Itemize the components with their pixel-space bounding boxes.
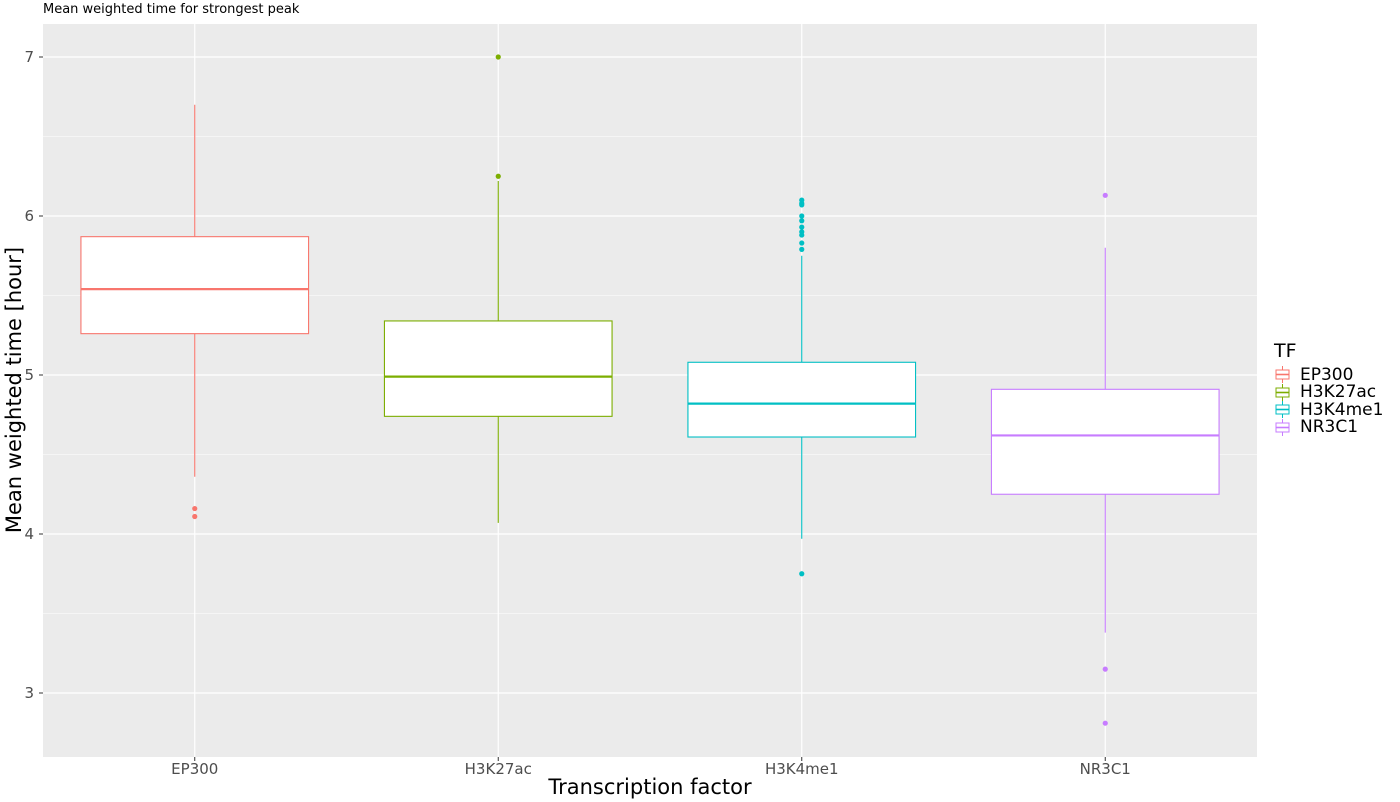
legend-key (1274, 418, 1291, 436)
box-iqr (990, 388, 1220, 495)
legend-items: EP300 H3K27ac H3K4me1 NR3C1 (1274, 364, 1384, 438)
y-tick-label: 3 (24, 684, 34, 702)
box-H3K4me1 (687, 197, 917, 577)
legend-item-NR3C1: NR3C1 (1274, 417, 1383, 438)
y-tick-label: 7 (24, 48, 34, 66)
outlier-point (799, 213, 805, 219)
legend: TF EP300 H3K27ac H3K4me1 NR3C1 (1274, 340, 1384, 438)
legend-label: EP300 (1300, 364, 1354, 385)
outlier-point (495, 173, 501, 179)
legend-item-H3K4me1: H3K4me1 (1274, 399, 1384, 420)
legend-item-H3K27ac: H3K27ac (1274, 382, 1383, 403)
x-tick-label: H3K27ac (465, 760, 532, 778)
x-axis: EP300 H3K27ac H3K4me1 NR3C1 (171, 757, 1131, 778)
legend-label: H3K4me1 (1300, 399, 1384, 420)
legend-label: H3K27ac (1300, 382, 1377, 403)
box-NR3C1 (990, 192, 1220, 726)
box-iqr (383, 320, 613, 417)
outlier-point (192, 505, 198, 512)
x-tick-label: H3K4me1 (765, 760, 839, 778)
outlier-point (799, 224, 805, 230)
outlier-point (1102, 666, 1108, 672)
outlier-point (799, 240, 805, 246)
box-iqr (80, 236, 310, 335)
outlier-point (799, 218, 805, 224)
outlier-point (799, 202, 805, 208)
outlier-point (1102, 720, 1108, 726)
outlier-point (799, 571, 805, 577)
outlier-point (1102, 192, 1108, 198)
legend-key (1274, 401, 1291, 419)
x-axis-label: Transcription factor (548, 775, 752, 799)
legend-key (1274, 383, 1291, 401)
y-tick-label: 5 (24, 366, 34, 384)
outlier-point (799, 246, 805, 252)
outlier-point (799, 232, 805, 238)
chart-title: Mean weighted time for strongest peak (43, 2, 300, 17)
box-H3K27ac (383, 54, 613, 523)
boxes (80, 54, 1220, 726)
box-iqr (687, 361, 917, 438)
legend-title: TF (1274, 340, 1297, 362)
y-axis: 3 4 5 6 7 (24, 48, 43, 702)
box-EP300 (80, 104, 310, 520)
outlier-point (495, 54, 501, 60)
y-tick-label: 6 (24, 207, 34, 225)
x-tick-label: EP300 (171, 760, 218, 778)
legend-item-EP300: EP300 (1274, 364, 1383, 385)
x-tick-label: NR3C1 (1080, 760, 1131, 778)
y-axis-label: Mean weighted time [hour] (2, 246, 26, 534)
legend-label: NR3C1 (1300, 417, 1359, 438)
y-tick-label: 4 (24, 525, 34, 543)
outlier-point (192, 513, 198, 520)
legend-key (1274, 366, 1291, 384)
